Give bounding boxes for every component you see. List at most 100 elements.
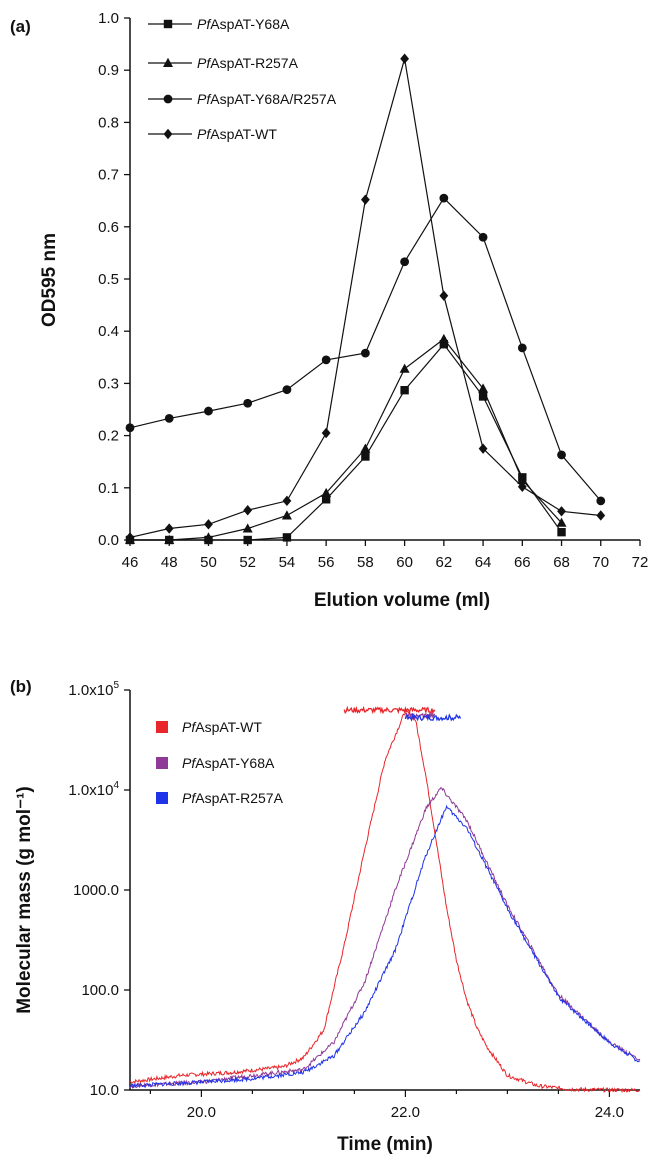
panel-a-data-point (596, 510, 606, 521)
panel-b-y-tick-label: 1.0x105 (68, 680, 119, 699)
panel-a-data-point (164, 534, 175, 544)
panel-a-x-tick-label: 46 (122, 554, 139, 571)
panel-a-series-line (130, 343, 562, 541)
panel-a-data-point (478, 232, 488, 242)
panel-a-y-tick-label: 0.6 (98, 219, 119, 236)
panel-a-y-tick-label: 0.9 (98, 62, 119, 79)
panel-a-x-tick-label: 70 (592, 554, 609, 571)
panel-a-data-point (596, 496, 606, 506)
panel-a-x-tick-label: 50 (200, 554, 217, 571)
panel-b-legend-label: PfAspAT-R257A (182, 790, 284, 806)
panel-a-data-point (243, 535, 252, 545)
panel-a-series-line (130, 338, 562, 541)
panel-a-data-point (360, 194, 370, 205)
panel-a-data-point (557, 527, 566, 537)
panel-a-data-point (282, 533, 292, 542)
panel-a-data-point (478, 443, 488, 454)
panel-a-data-point (282, 495, 292, 507)
panel-a-data-point (242, 523, 253, 533)
panel-a-y-axis-label: OD595 nm (39, 233, 60, 327)
panel-b-molar-mass-trace (404, 712, 462, 722)
panel-a-label: (a) (10, 17, 31, 36)
panel-a-x-tick-label: 48 (161, 554, 178, 571)
panel-a-data-point (439, 340, 449, 349)
panel-a-data-point (438, 333, 449, 344)
panel-a-x-tick-label: 66 (514, 554, 531, 571)
panel-b-x-tick-label: 20.0 (187, 1104, 216, 1121)
panel-a-data-point (321, 355, 331, 365)
panel-a-y-tick-label: 1.0 (98, 10, 119, 27)
panel-a-legend-marker (163, 128, 173, 140)
panel-a-legend-marker (163, 19, 173, 29)
panel-a-data-point (478, 383, 489, 393)
panel-a-x-tick-label: 60 (396, 554, 413, 571)
panel-a-y-tick-label: 0.1 (98, 480, 119, 497)
panel-a-x-tick-label: 68 (553, 554, 570, 571)
panel-b-series-line (129, 804, 641, 1089)
panel-b-legend-swatch (156, 792, 168, 804)
panel-a-x-tick-label: 52 (239, 554, 256, 571)
panel-a-legend-label: PfAspAT-WT (197, 126, 277, 142)
panel-b-y-tick-label: 1000.0 (73, 882, 119, 899)
panel-a: (a) OD595 nm Elution volume (ml) 0.0 0.1 0… (10, 10, 648, 611)
panel-a-y-tick-label: 0.4 (98, 323, 119, 340)
panel-b-y-tick-label: 10.0 (90, 1082, 119, 1099)
panel-a-y-tick-label: 0.3 (98, 375, 119, 392)
panel-b-x-tick-label: 22.0 (391, 1104, 420, 1121)
panel-a-data-point (439, 290, 449, 301)
panel-b-series-line (129, 709, 641, 1094)
panel-a-data-point (125, 423, 135, 433)
panel-a-data-point (400, 53, 410, 64)
panel-a-x-axis-label: Elution volume (ml) (314, 590, 490, 611)
panel-a-data-point (478, 392, 488, 401)
panel-a-data-point (557, 506, 566, 517)
panel-a-data-point (556, 517, 567, 527)
panel-a-y-tick-label: 0.0 (98, 532, 119, 549)
panel-b-legend-label: PfAspAT-WT (182, 719, 262, 735)
panel-a-data-point (125, 532, 135, 543)
panel-a-y-tick-label: 0.2 (98, 428, 119, 445)
panel-a-legend-marker (163, 57, 173, 67)
panel-a-legend-label: PfAspAT-R257A (197, 55, 299, 71)
panel-b-x-axis-label: Time (min) (337, 1134, 433, 1155)
panel-a-x-tick-label: 72 (632, 554, 649, 571)
panel-a-x-tick-label: 54 (279, 554, 296, 571)
panel-a-data-point (321, 495, 331, 504)
panel-a-data-point (399, 363, 410, 373)
panel-b-series-line (129, 787, 641, 1089)
panel-a-data-point (557, 450, 566, 460)
panel-a-data-point (243, 398, 253, 408)
panel-a-x-tick-label: 62 (436, 554, 453, 571)
panel-b-legend-swatch (156, 721, 168, 733)
panel-a-x-tick-label: 64 (475, 554, 492, 571)
panel-b-legend-label: PfAspAT-Y68A (182, 755, 275, 771)
panel-a-data-point (164, 413, 174, 423)
panel-a-legend-marker (163, 94, 173, 104)
panel-a-data-point (361, 452, 370, 461)
panel-b-y-tick-label: 1.0x104 (68, 780, 119, 799)
panel-a-data-point (164, 523, 174, 534)
panel-a-data-point (517, 474, 528, 484)
panel-b-molar-mass-trace (343, 705, 436, 715)
panel-a-legend-label: PfAspAT-Y68A (197, 16, 290, 32)
panel-b-y-tick-label: 100.0 (81, 982, 119, 999)
panel-a-x-tick-label: 56 (318, 554, 335, 571)
panel-a-data-point (517, 343, 527, 353)
panel-a-data-point (243, 505, 253, 516)
panel-a-y-tick-label: 0.8 (98, 114, 119, 131)
panel-b-legend-swatch (156, 757, 168, 769)
panel-b: (b) Molecular mass (g mol⁻¹) Time (min) … (10, 677, 641, 1155)
panel-a-data-point (203, 532, 214, 542)
panel-a-y-tick-label: 0.5 (98, 271, 119, 288)
panel-a-data-point (360, 443, 371, 453)
panel-a-data-point (282, 385, 292, 395)
panel-a-data-point (360, 348, 370, 358)
panel-b-y-axis-label: Molecular mass (g mol⁻¹) (14, 786, 35, 1014)
panel-a-data-point (517, 481, 527, 492)
panel-a-legend-label: PfAspAT-Y68A/R257A (197, 91, 337, 107)
panel-a-data-point (321, 427, 331, 439)
panel-a-data-point (400, 385, 409, 395)
panel-a-data-point (281, 510, 292, 520)
panel-a-data-point (400, 257, 410, 267)
